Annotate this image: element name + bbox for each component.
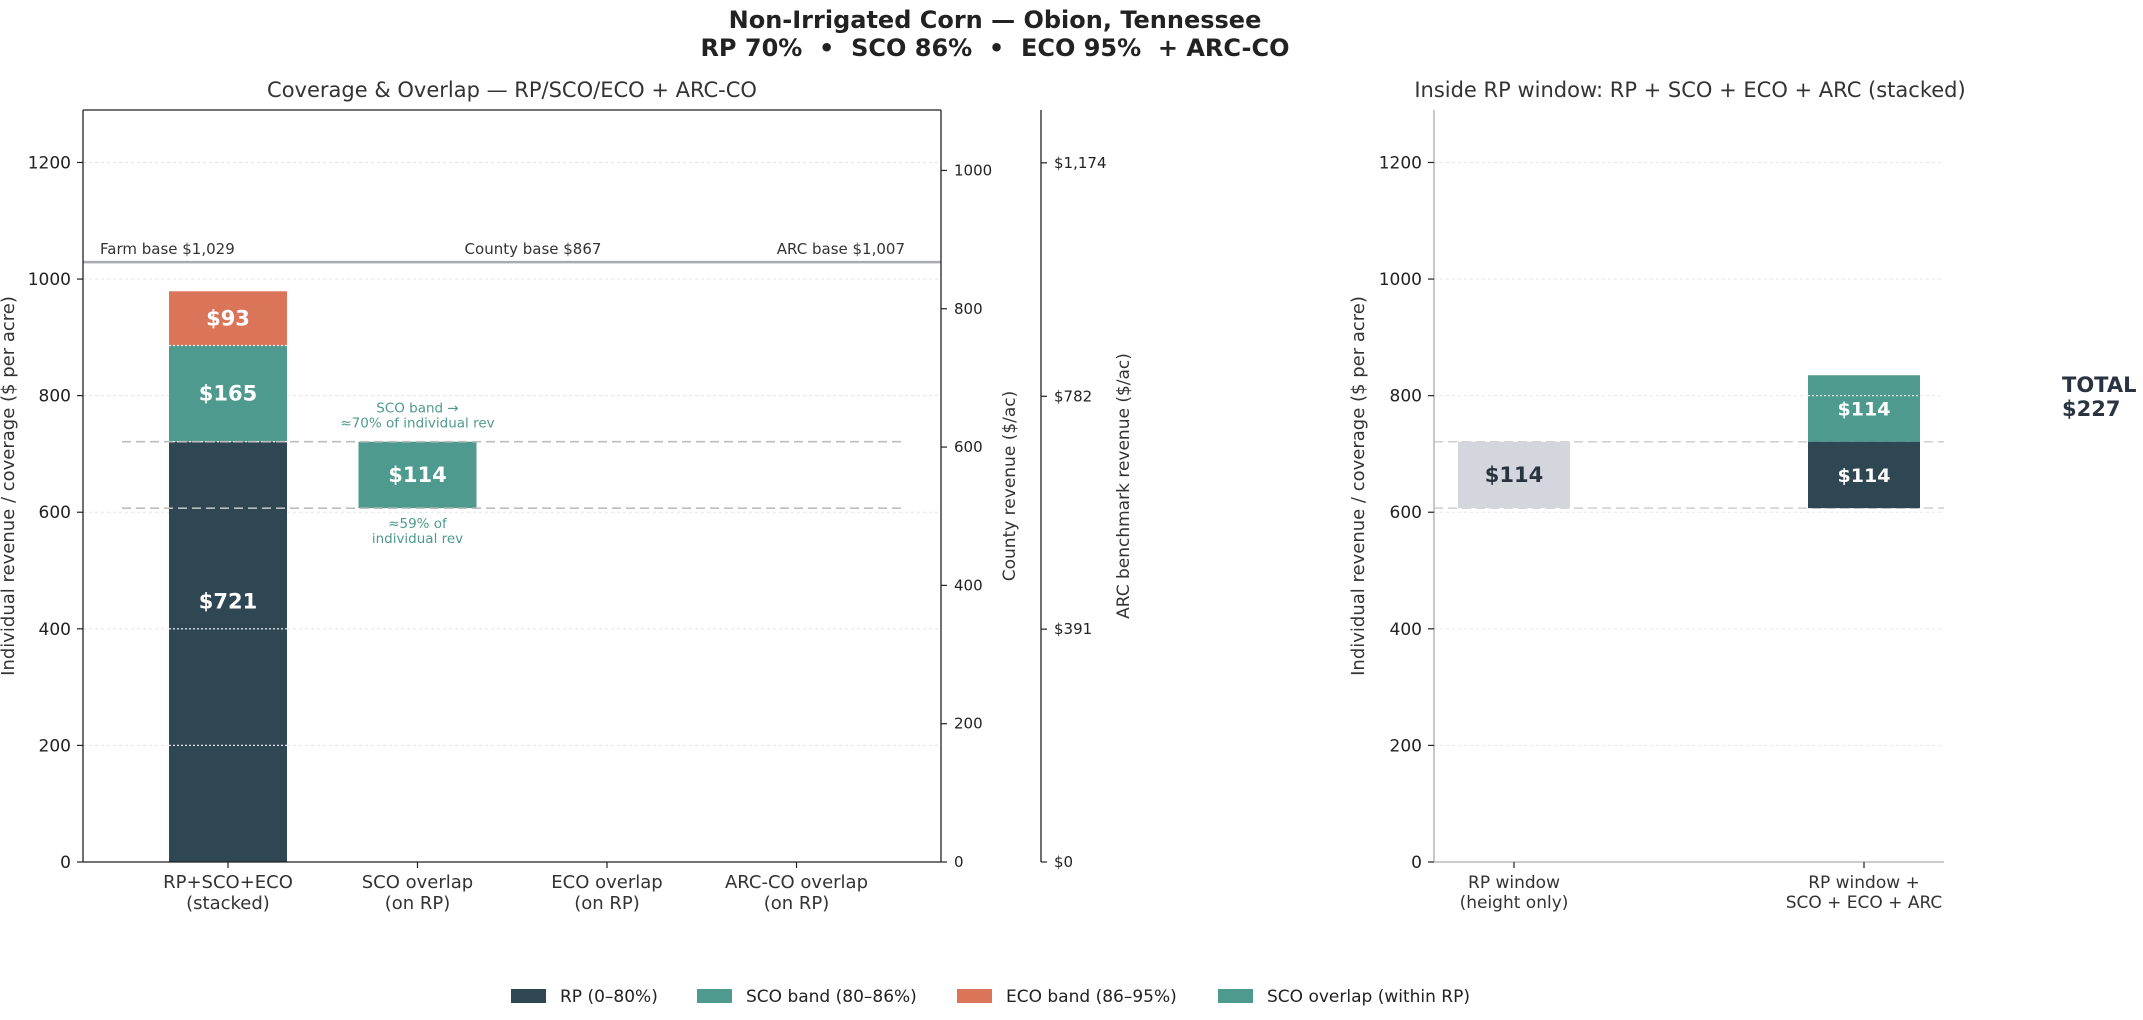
county-tick-label: 1000	[954, 161, 992, 179]
county-tick-label: 400	[954, 576, 983, 594]
y-tick-label: 1200	[1379, 153, 1422, 173]
sco-annotation-upper: SCO band → ≈70% of individual rev	[340, 401, 494, 432]
arc-axis-label: ARC benchmark revenue ($/ac)	[1114, 353, 1134, 619]
x-tick-label: ARC-CO overlap (on RP)	[725, 872, 868, 914]
stack-bar	[1808, 441, 1920, 509]
x-tick-label: RP window (height only)	[1460, 873, 1569, 913]
stack-bar	[1808, 375, 1920, 442]
legend-swatch	[511, 989, 546, 1003]
legend-label: RP (0–80%)	[560, 987, 658, 1007]
county-tick-label: 0	[954, 853, 964, 871]
figure-title-line1: Non-Irrigated Corn — Obion, Tennessee	[729, 6, 1262, 34]
bar-value-label: $114	[1838, 465, 1891, 487]
y-tick-label: 1000	[28, 270, 71, 290]
y-tick-label: 200	[39, 736, 71, 756]
stack-value-label: $721	[199, 589, 257, 613]
x-tick-label: SCO overlap (on RP)	[362, 872, 473, 914]
x-tick-label: RP window + SCO + ECO + ARC	[1786, 873, 1943, 913]
y-tick-label: 0	[1411, 853, 1422, 873]
figure-title-line2: RP 70% • SCO 86% • ECO 95% + ARC-CO	[700, 34, 1289, 62]
county-tick-label: 200	[954, 715, 983, 733]
y-tick-label: 800	[1390, 387, 1422, 407]
left-y-axis-label: Individual revenue / coverage ($ per acr…	[0, 296, 19, 676]
left-chart-title: Coverage & Overlap — RP/SCO/ECO + ARC-CO	[267, 78, 757, 102]
overlap-bar	[358, 441, 477, 509]
x-tick-label: RP+SCO+ECO (stacked)	[163, 872, 293, 914]
right-chart-title: Inside RP window: RP + SCO + ECO + ARC (…	[1414, 78, 1965, 102]
arc-base-label: ARC base $1,007	[777, 240, 905, 258]
bar-value-label: $114	[1838, 398, 1891, 420]
legend: RP (0–80%) SCO band (80–86%) ECO band (86–…	[511, 987, 1470, 1007]
y-tick-label: 400	[1390, 620, 1422, 640]
legend-label: ECO band (86–95%)	[1006, 987, 1177, 1007]
y-tick-label: 200	[1390, 736, 1422, 756]
y-tick-label: 0	[60, 853, 71, 873]
county-base-label: County base $867	[465, 240, 602, 258]
stack-bar	[169, 441, 287, 862]
stack-value-label: $93	[206, 306, 250, 330]
bar-value-label: $114	[1485, 463, 1543, 487]
x-tick-label: ECO overlap (on RP)	[551, 872, 662, 914]
legend-label: SCO overlap (within RP)	[1267, 987, 1470, 1007]
county-tick-label: 800	[954, 300, 983, 318]
stack-bar	[169, 345, 287, 442]
legend-swatch	[697, 989, 732, 1003]
county-axis-label: County revenue ($/ac)	[1000, 391, 1020, 582]
right-chart: $114 $114 $114 0 200 400 600 800 1000 1200 Individ…	[1348, 78, 2137, 913]
farm-base-label: Farm base $1,029	[100, 240, 235, 258]
y-tick-label: 600	[1390, 503, 1422, 523]
stack-bar	[1458, 441, 1570, 509]
county-tick-label: 600	[954, 438, 983, 456]
y-tick-label: 600	[39, 503, 71, 523]
legend-swatch	[1218, 989, 1253, 1003]
total-label: TOTAL $227	[2062, 373, 2137, 421]
arc-tick-label: $0	[1054, 853, 1073, 871]
y-tick-label: 800	[39, 387, 71, 407]
y-tick-label: 400	[39, 620, 71, 640]
right-y-axis-label: Individual revenue / coverage ($ per acr…	[1348, 296, 1369, 676]
legend-swatch	[957, 989, 992, 1003]
sco-annotation-lower: ≈59% of individual rev	[372, 516, 463, 547]
y-tick-label: 1000	[1379, 270, 1422, 290]
legend-label: SCO band (80–86%)	[746, 987, 917, 1007]
arc-tick-label: $1,174	[1054, 154, 1107, 172]
left-chart: Farm base $1,029 County base $867 ARC base…	[0, 78, 1134, 914]
stack-value-label: $165	[199, 382, 257, 406]
arc-tick-label: $391	[1054, 620, 1092, 638]
arc-tick-label: $782	[1054, 387, 1092, 405]
stack-bar	[169, 291, 287, 346]
y-tick-label: 1200	[28, 153, 71, 173]
overlap-value-label: $114	[388, 463, 446, 487]
